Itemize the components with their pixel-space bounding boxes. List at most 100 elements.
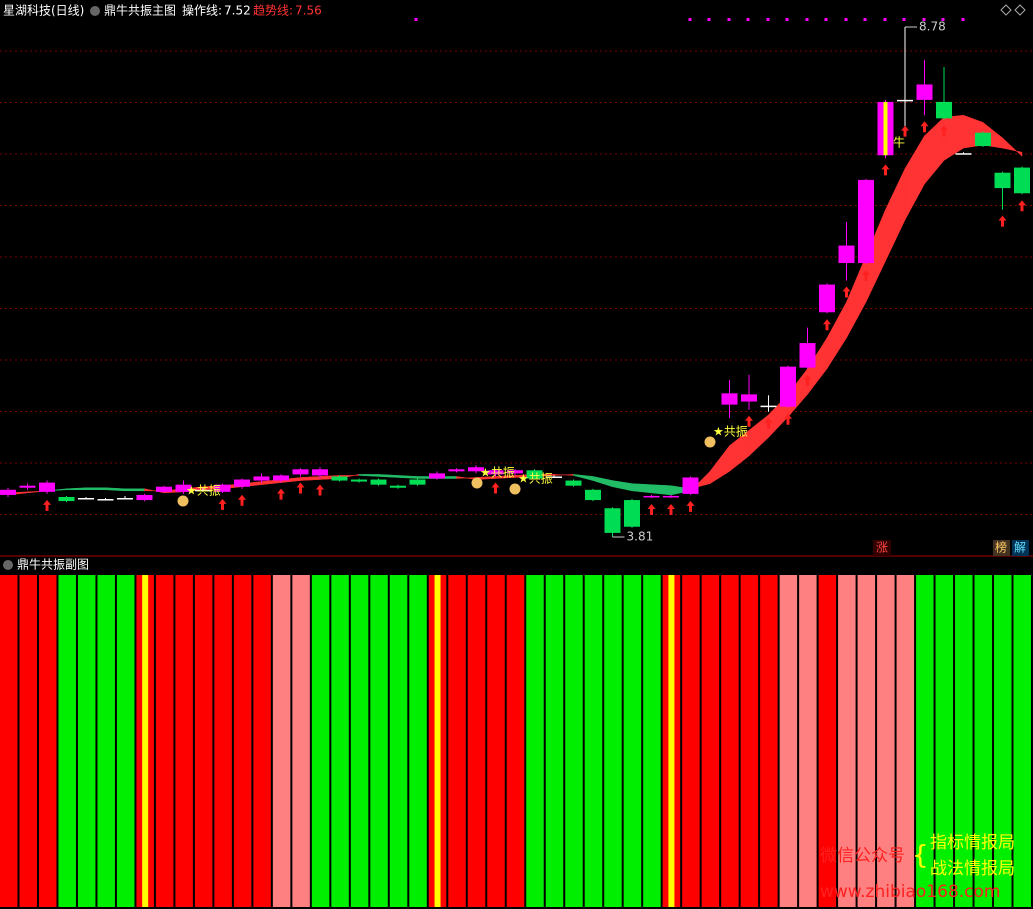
signal-arrow [764,417,773,429]
signal-bar [935,575,954,907]
candle-body [916,84,933,100]
signal-bar [740,575,759,907]
signal-arrow [218,498,227,510]
button[interactable] [993,540,1010,556]
signal-dot [785,18,789,21]
diamond-icon[interactable] [1000,4,1012,16]
watermark-text: 指标情报局 [930,833,1015,853]
candle-body [234,479,250,487]
signal-arrow [823,319,831,331]
legend-value: 7.56 [295,4,322,18]
candle-body [741,394,757,402]
button-label[interactable]: 榜 [995,540,1007,555]
candle-body [624,500,640,527]
candle-body [390,485,406,488]
candle-body [604,508,621,533]
candle-body [19,485,36,488]
menu-icon[interactable] [90,6,100,16]
signal-arrow [784,413,792,425]
candle-body [136,494,153,501]
signal-bar [331,575,349,907]
signal-arrow [803,374,812,386]
signal-bar [604,575,622,907]
signal-dot [844,18,848,21]
menu-icon[interactable] [3,560,13,570]
candle-body [858,179,874,264]
signal-dot [824,18,828,21]
tag: 牛 [893,135,905,150]
signal-bar [643,575,661,907]
candle-body [643,495,660,498]
signal-bar [565,575,583,907]
candle-body [507,470,523,474]
signal-dot [863,18,867,21]
legend-label: 趋势线: [253,4,293,18]
signal-bar [448,575,466,907]
signal-bar [350,575,369,907]
signal-arrow [686,500,695,512]
watermark: 微信公众号 { 指标情报局 战法情报局 www.zhibiao168.com [820,833,1015,902]
signal-bar [77,575,96,907]
button[interactable] [1012,540,1029,556]
ribbon-segment [124,488,145,492]
main-chart: 8.783.81★共振★共振 ★共振★共振牛 [0,18,1033,544]
diamond-icon[interactable] [1014,4,1026,16]
signal-bar [292,575,310,907]
signal-dot [883,18,887,21]
signal-dot [688,18,692,21]
signal-bar [896,575,915,907]
signal-dot [961,18,965,21]
signal-bar [701,575,720,907]
signal-bar [116,575,135,907]
button[interactable] [873,540,891,556]
signal-arrow [647,504,656,516]
button-label[interactable]: 解 [1014,541,1026,555]
candle-body [819,284,835,313]
annotation: ★共振 [518,472,553,486]
signal-dot [941,18,945,21]
button-label[interactable]: 涨 [876,540,888,555]
candle-body [448,469,465,472]
signal-arrow [881,164,890,176]
ribbon-segment [85,487,106,491]
signal-arrow [238,494,246,506]
signal-arrow [667,504,675,516]
signal-dot [727,18,731,21]
signal-arrow [491,482,500,494]
signal-arrow [316,484,324,496]
signal-bar [838,575,856,907]
candle-body [331,476,348,481]
signal-bar [877,575,895,907]
annotation: ★共振 [480,466,515,480]
candle-body [468,467,484,472]
signal-bar [370,575,388,907]
signal-bar [506,575,525,907]
watermark-text: www.zhibiao168.com [820,882,1000,902]
candle-body [195,489,211,492]
annotation: ★共振 [713,425,748,439]
candle-body [97,499,114,501]
signal-arrow [901,125,909,137]
candle-body [487,470,504,475]
candle-body [292,469,309,475]
signal-bar [584,575,603,907]
signal-arrow [920,121,929,133]
candle-body [0,489,16,495]
candle-body [585,489,601,501]
candle-body [799,343,816,368]
money-bag [177,495,189,507]
candle-body [429,473,445,479]
signal-bar [409,575,427,907]
signal-bar [253,575,271,907]
signal-bar [487,575,505,907]
candle-body [936,101,952,119]
signal-bar [682,575,700,907]
signal-arrow [296,482,305,494]
signal-bar [233,575,252,907]
signal-bar [916,575,934,907]
signal-bar [38,575,57,907]
candle-body [273,475,289,481]
candle-body [1014,167,1030,194]
